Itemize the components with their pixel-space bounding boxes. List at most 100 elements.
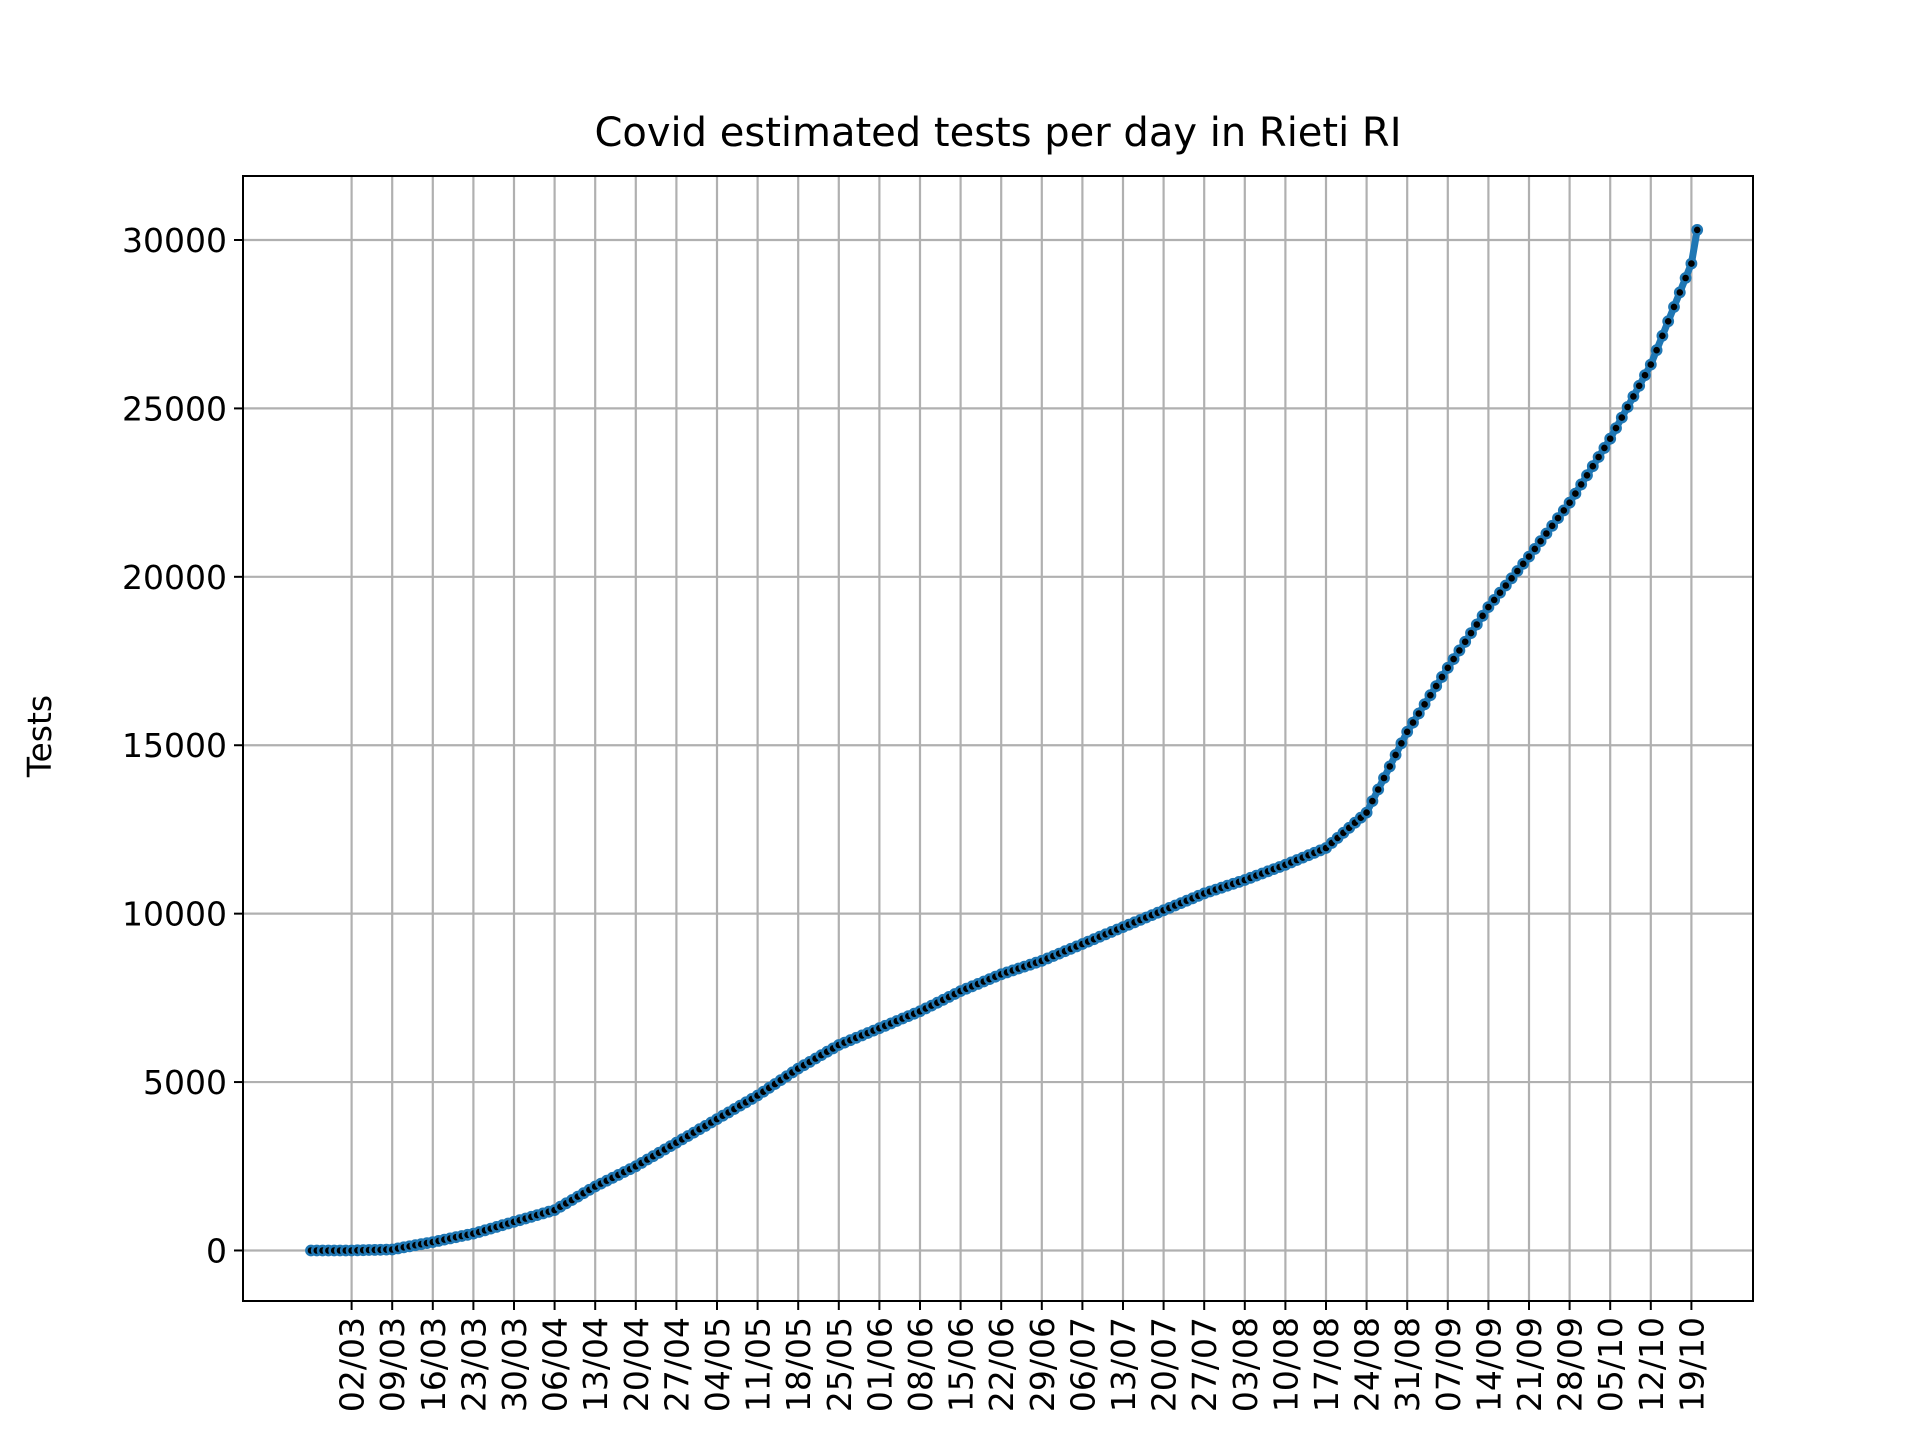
x-tick-label: 04/05	[698, 1317, 737, 1412]
data-point	[1639, 369, 1651, 382]
data-point	[1528, 543, 1541, 555]
data-point	[1372, 783, 1385, 796]
data-point	[1621, 401, 1634, 413]
data-point	[1546, 519, 1559, 532]
data-point	[1615, 411, 1628, 424]
data-point	[1499, 579, 1512, 592]
x-tick-label: 10/08	[1266, 1317, 1305, 1412]
data-point	[1592, 451, 1605, 463]
data-point	[1412, 707, 1425, 720]
x-tick-label: 27/04	[657, 1317, 696, 1412]
data-point	[1395, 737, 1408, 750]
data-point	[1552, 512, 1564, 524]
x-tick-label: 29/06	[1023, 1317, 1062, 1412]
x-tick-label: 08/06	[901, 1317, 940, 1412]
data-point	[1598, 441, 1611, 454]
x-tick-label: 05/10	[1591, 1317, 1630, 1412]
data-point	[1505, 572, 1518, 585]
y-tick-label: 15000	[122, 726, 227, 765]
x-tick-label: 18/05	[779, 1317, 818, 1412]
x-tick-label: 31/08	[1388, 1317, 1427, 1412]
data-point	[1691, 223, 1704, 236]
data-point	[1534, 535, 1547, 548]
y-axis-label: Tests	[20, 695, 59, 778]
data-point	[1430, 680, 1443, 692]
data-point	[1679, 272, 1692, 284]
x-tick-label: 24/08	[1348, 1317, 1387, 1412]
data-point	[1517, 557, 1530, 570]
x-tick-label: 03/08	[1226, 1317, 1265, 1412]
data-point	[1523, 550, 1535, 563]
y-tick-label: 30000	[122, 221, 227, 260]
x-tick-label: 28/09	[1551, 1317, 1590, 1412]
data-point	[1511, 565, 1524, 577]
data-point	[1366, 795, 1379, 807]
y-tick-label: 10000	[122, 895, 227, 934]
data-point	[1610, 422, 1622, 434]
data-point	[1627, 390, 1640, 403]
x-tick-label: 06/04	[536, 1317, 575, 1412]
x-tick-label: 20/04	[617, 1317, 656, 1412]
data-point	[1470, 618, 1483, 631]
x-tick-label: 09/03	[373, 1317, 412, 1412]
x-tick-label: 14/09	[1469, 1317, 1508, 1412]
data-point	[1389, 749, 1402, 761]
x-tick-label: 11/05	[739, 1317, 778, 1412]
data-point	[1586, 460, 1599, 473]
data-point	[1581, 469, 1593, 482]
chart-title: Covid estimated tests per day in Rieti R…	[594, 110, 1401, 156]
data-point	[1673, 286, 1686, 299]
data-point	[1482, 601, 1495, 613]
data-point	[1383, 760, 1396, 773]
x-tick-label: 13/07	[1104, 1317, 1143, 1412]
x-tick-label: 16/03	[414, 1317, 453, 1412]
data-point	[1685, 257, 1698, 270]
x-tick-label: 06/07	[1063, 1317, 1102, 1412]
grid-layer	[243, 176, 1753, 1301]
data-point	[1604, 432, 1617, 445]
x-tick-label: 25/05	[820, 1317, 859, 1412]
x-tick-label: 13/04	[576, 1317, 615, 1412]
data-point	[1668, 300, 1680, 313]
data-point	[1441, 661, 1454, 674]
series-layer	[305, 223, 1704, 1257]
y-tick-label: 0	[206, 1231, 227, 1270]
data-point	[1488, 594, 1501, 606]
data-point	[1662, 315, 1675, 328]
data-point	[1378, 772, 1390, 784]
x-tick-label: 17/08	[1307, 1317, 1346, 1412]
data-point	[1650, 344, 1663, 357]
x-tick-label: 01/06	[860, 1317, 899, 1412]
x-tick-label: 21/09	[1510, 1317, 1549, 1412]
data-point	[1540, 527, 1553, 540]
data-point	[1401, 725, 1414, 738]
y-tick-label: 5000	[143, 1063, 227, 1102]
data-point	[1453, 644, 1466, 657]
data-point	[1569, 487, 1582, 500]
y-tick-label: 25000	[122, 389, 227, 428]
data-point	[1644, 358, 1657, 371]
data-point	[1633, 379, 1646, 392]
data-point	[1447, 653, 1460, 665]
x-tick-label: 02/03	[333, 1317, 372, 1412]
data-point	[1465, 627, 1477, 639]
x-tick-label: 12/10	[1632, 1317, 1671, 1412]
data-point	[1476, 609, 1489, 622]
x-tick-label: 15/06	[942, 1317, 981, 1412]
data-point	[1436, 671, 1448, 683]
axis-layer: 0 5000 10000 15000 20000 25000 30000 02/03 09/03…	[122, 221, 1711, 1412]
data-point	[1407, 716, 1419, 729]
data-point	[1494, 586, 1506, 599]
data-point	[1575, 478, 1588, 491]
y-tick-label: 20000	[122, 558, 227, 597]
data-point	[1424, 689, 1437, 702]
x-tick-label: 23/03	[454, 1317, 493, 1412]
data-point	[1459, 635, 1472, 648]
x-tick-label: 20/07	[1145, 1317, 1184, 1412]
data-point	[1656, 329, 1669, 342]
x-tick-label: 22/06	[982, 1317, 1021, 1412]
x-tick-label: 27/07	[1185, 1317, 1224, 1412]
data-point	[1418, 698, 1431, 711]
